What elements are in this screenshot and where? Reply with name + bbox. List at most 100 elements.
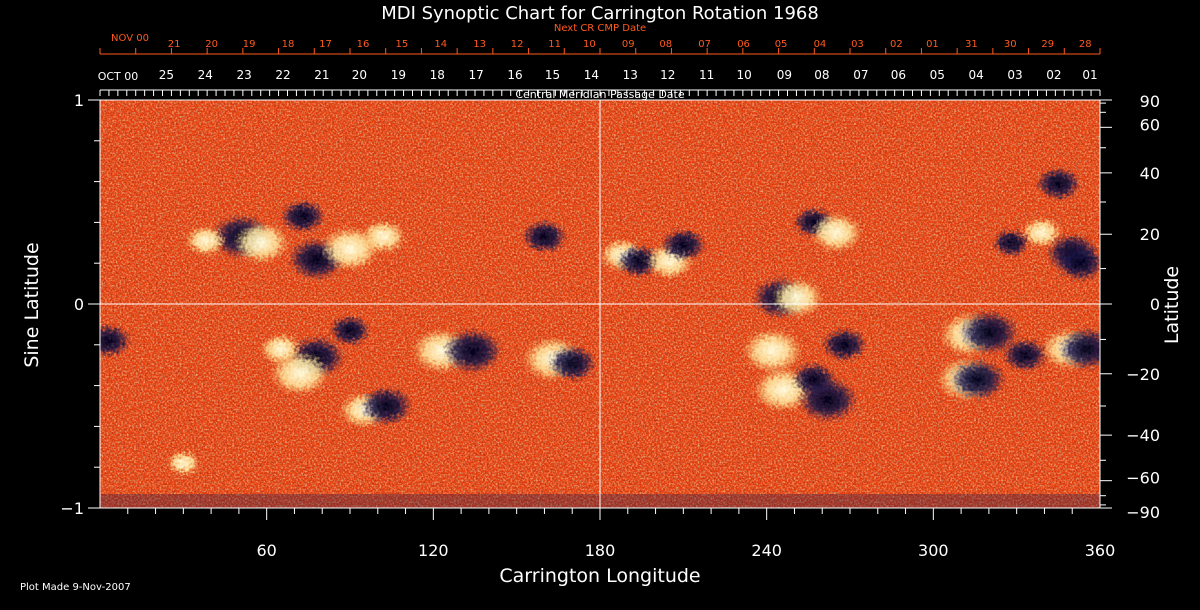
positive-polarity-region [742, 328, 802, 373]
next-cr-axis-label: Next CR CMP Date [554, 23, 646, 34]
positive-polarity-region [810, 213, 863, 252]
positive-polarity-region [1021, 217, 1062, 248]
negative-polarity-region [992, 229, 1030, 257]
positive-polarity-region [233, 222, 289, 264]
y-right-tick-label: −90 [1126, 503, 1160, 522]
cmp-date-label: 15 [545, 68, 560, 82]
cmp-date-label: 24 [198, 68, 213, 82]
cmp-date-label: 05 [930, 68, 945, 82]
y-left-tick-label: 0 [74, 295, 84, 314]
next-cr-date-label: 20 [205, 39, 218, 50]
y-right-tick-label: −20 [1126, 365, 1160, 384]
next-cr-date-label: 30 [1004, 39, 1017, 50]
y-right-tick-label: −60 [1126, 469, 1160, 488]
cmp-date-label: 01 [1082, 68, 1097, 82]
next-cr-date-label: 08 [659, 39, 672, 50]
negative-polarity-region [329, 315, 371, 346]
next-cr-date-label: 06 [737, 39, 750, 50]
x-tick-label: 360 [1085, 541, 1116, 560]
cmp-date-label: 25 [159, 68, 174, 82]
next-cr-date-label: 13 [473, 39, 486, 50]
y-right-tick-label: −40 [1126, 426, 1160, 445]
next-cr-date-label: 09 [622, 39, 635, 50]
y-axis-label-left: Sine Latitude [21, 242, 43, 367]
plot-made-footer: Plot Made 9-Nov-2007 [20, 582, 131, 593]
next-cr-date-label: 15 [396, 39, 409, 50]
x-tick-label: 120 [418, 541, 449, 560]
chart-title: MDI Synoptic Chart for Carrington Rotati… [381, 3, 819, 24]
cmp-date-label: 08 [814, 68, 829, 82]
negative-polarity-region [1056, 245, 1100, 281]
y-right-tick-label: 0 [1150, 295, 1160, 314]
negative-polarity-region [280, 199, 325, 233]
cmp-axis-label: Central Meridian Passage Date [515, 88, 684, 101]
x-axis-label: Carrington Longitude [499, 565, 700, 587]
next-cr-date-label: 14 [434, 39, 447, 50]
y-right-tick-label: 90 [1140, 92, 1160, 111]
y-right-tick-label: 60 [1140, 115, 1160, 134]
cmp-date-label: 22 [275, 68, 290, 82]
next-cr-date-label: 31 [965, 39, 978, 50]
cmp-date-label: 03 [1007, 68, 1022, 82]
cmp-date-label: 07 [853, 68, 868, 82]
y-left-tick-label: −1 [60, 499, 84, 518]
next-cr-date-label: 19 [243, 39, 256, 50]
cmp-date-label: 09 [777, 68, 792, 82]
next-cr-date-label: 04 [814, 39, 827, 50]
cmp-date-label: 23 [237, 68, 252, 82]
cmp-date-label: 18 [430, 68, 445, 82]
cmp-date-label: 13 [623, 68, 638, 82]
next-cr-date-label: 29 [1041, 39, 1054, 50]
negative-polarity-region [959, 310, 1019, 355]
next-cr-date-label: 17 [319, 39, 332, 50]
next-cr-date-label: 11 [548, 39, 561, 50]
negative-polarity-region [100, 324, 131, 358]
next-cr-date-label: 18 [282, 39, 295, 50]
next-cr-date-label: 28 [1079, 39, 1092, 50]
positive-polarity-region [185, 225, 226, 256]
negative-polarity-region [548, 345, 597, 381]
y-left-tick-label: 1 [74, 91, 84, 110]
cmp-date-label: 21 [314, 68, 329, 82]
negative-polarity-region [1002, 338, 1048, 372]
next-cr-date-label: 05 [775, 39, 788, 50]
y-right-tick-label: 20 [1140, 225, 1160, 244]
cmp-date-label: 17 [468, 68, 483, 82]
cmp-date-label: 06 [891, 68, 906, 82]
negative-polarity-region [1036, 167, 1081, 201]
y-axis-label-right: Latitude [1161, 266, 1183, 344]
next-cr-date-label: 16 [357, 39, 370, 50]
negative-polarity-region [791, 363, 837, 396]
cmp-date-label: 10 [737, 68, 752, 82]
next-cr-month-label: NOV 00 [111, 33, 149, 44]
positive-polarity-region [771, 278, 824, 318]
positive-polarity-region [260, 333, 301, 364]
tick-labels: 60 120 180 240 300 36010−1906040200−20−40−60−… [60, 39, 1160, 560]
x-tick-label: 60 [256, 541, 276, 560]
next-cr-date-label: 07 [698, 39, 711, 50]
axes [88, 48, 1112, 520]
negative-polarity-region [949, 358, 1006, 401]
y-right-tick-label: 40 [1140, 164, 1160, 183]
negative-polarity-region [661, 228, 706, 262]
positive-polarity-region [166, 450, 200, 476]
next-cr-date-label: 03 [851, 39, 864, 50]
negative-polarity-region [442, 328, 502, 373]
cmp-date-label: 04 [968, 68, 983, 82]
cmp-date-label: 11 [699, 68, 714, 82]
cmp-date-label: 16 [507, 68, 522, 82]
next-cr-date-label: 02 [890, 39, 903, 50]
next-cr-date-label: 10 [583, 39, 596, 50]
x-tick-label: 180 [585, 541, 616, 560]
x-tick-label: 240 [751, 541, 782, 560]
cmp-date-label: 14 [584, 68, 599, 82]
negative-polarity-region [1058, 328, 1100, 370]
x-tick-label: 300 [918, 541, 949, 560]
negative-polarity-region [360, 386, 413, 426]
negative-polarity-region [522, 220, 567, 254]
cmp-date-label: 19 [391, 68, 406, 82]
cmp-date-label: 20 [352, 68, 367, 82]
next-cr-date-label: 01 [926, 39, 939, 50]
next-cr-date-label: 12 [511, 39, 524, 50]
